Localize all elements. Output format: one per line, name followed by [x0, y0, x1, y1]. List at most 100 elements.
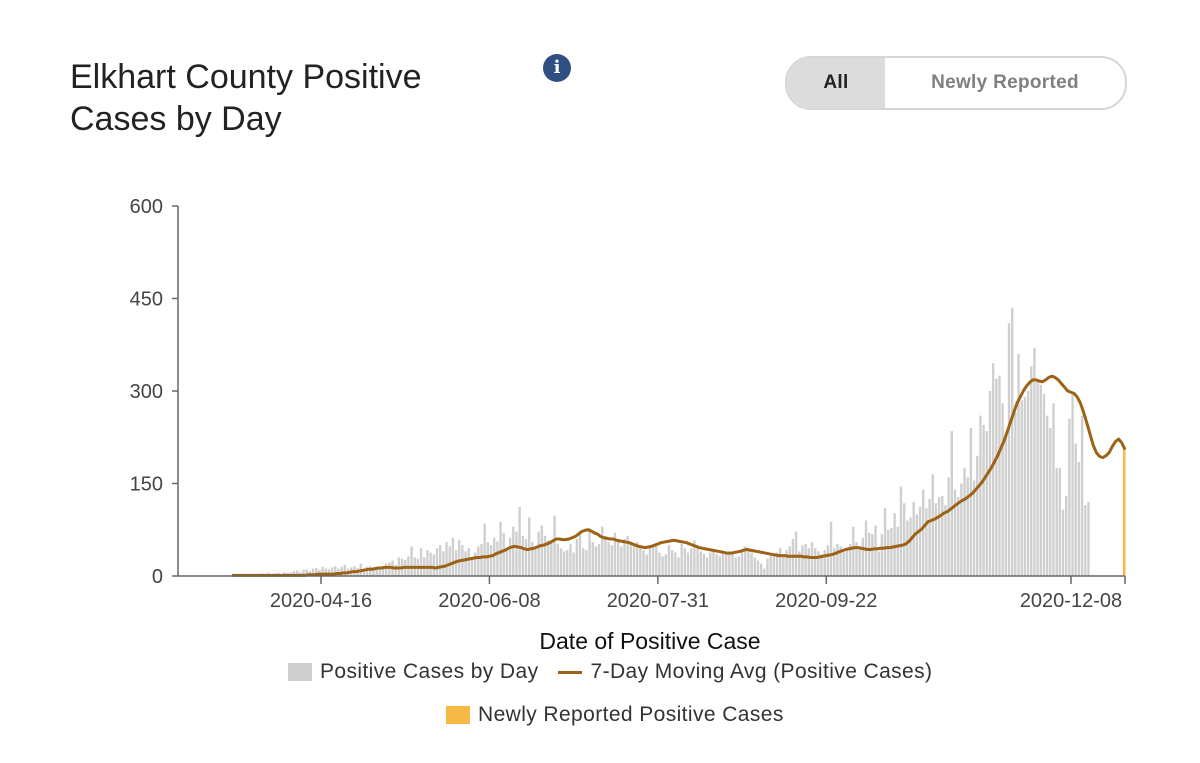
toggle-all-button[interactable]: All — [787, 58, 885, 108]
case-bar — [521, 535, 524, 576]
case-bar — [636, 542, 639, 576]
case-bar — [995, 378, 998, 576]
case-bar — [775, 552, 779, 576]
legend-label-newly: Newly Reported Positive Cases — [478, 703, 784, 726]
case-bar — [512, 526, 515, 576]
case-bar — [334, 566, 337, 576]
case-bar — [1068, 418, 1071, 576]
case-bar — [445, 542, 448, 576]
case-bar — [985, 431, 988, 576]
case-bar — [798, 551, 801, 576]
case-bar — [1039, 384, 1042, 576]
case-bar — [1052, 403, 1055, 576]
case-bar — [448, 546, 451, 576]
case-bar — [829, 521, 833, 576]
case-bar — [467, 548, 470, 576]
case-bar — [480, 543, 483, 576]
case-bar — [1065, 495, 1068, 576]
case-bar — [969, 428, 973, 576]
case-bar — [674, 552, 677, 576]
moving-average-line — [232, 374, 1127, 577]
chart-title: Elkhart County Positive Cases by Day — [70, 58, 422, 138]
case-bar — [699, 551, 702, 576]
case-bar — [848, 543, 852, 576]
case-bar — [820, 554, 823, 576]
case-bar — [648, 546, 652, 576]
case-bar — [801, 545, 804, 576]
case-bar — [499, 521, 502, 576]
case-bar — [785, 550, 788, 576]
case-bar — [566, 550, 569, 576]
case-bar — [435, 548, 439, 576]
case-bar — [473, 552, 477, 576]
case-bar — [759, 563, 763, 576]
legend-label-line: 7-Day Moving Avg (Positive Cases) — [590, 660, 933, 683]
case-bar — [550, 542, 553, 576]
case-bar — [871, 534, 874, 576]
case-bar — [531, 542, 534, 576]
case-bar — [779, 548, 782, 576]
case-bar — [410, 546, 413, 576]
case-bar — [547, 540, 550, 576]
case-bar — [772, 556, 776, 576]
legend-swatch-newly — [446, 706, 470, 724]
case-bar — [810, 542, 814, 576]
case-bar — [601, 526, 604, 576]
case-bar — [426, 550, 429, 576]
case-bar — [896, 526, 899, 576]
case-bar — [826, 545, 830, 576]
case-bar — [527, 517, 531, 576]
x-tick-label: 2020-12-08 — [1020, 590, 1122, 612]
case-bar — [1033, 347, 1036, 576]
case-bar — [442, 551, 445, 576]
case-bar — [661, 556, 664, 576]
case-bar — [766, 558, 769, 576]
case-bar — [419, 548, 423, 576]
x-tick-label: 2020-09-22 — [775, 590, 877, 612]
case-bar — [731, 554, 734, 576]
case-bar — [388, 562, 391, 576]
case-bar — [877, 551, 880, 576]
toggle-newly-reported-button[interactable]: Newly Reported — [931, 72, 1079, 93]
case-bar — [613, 532, 617, 576]
case-bar — [922, 489, 925, 576]
case-bar — [483, 523, 486, 576]
case-bar — [464, 551, 467, 576]
case-bar — [899, 486, 903, 576]
case-bar — [734, 557, 737, 576]
case-bar — [572, 552, 575, 576]
case-bar — [1077, 461, 1081, 576]
case-bar — [305, 569, 308, 576]
case-bar — [1049, 428, 1052, 576]
case-bar — [1084, 505, 1087, 576]
case-bar — [988, 391, 992, 576]
case-bar — [518, 506, 521, 576]
case-bar — [562, 551, 566, 576]
case-bar — [934, 503, 938, 576]
case-bar — [470, 557, 474, 576]
case-bar — [1087, 502, 1090, 576]
case-bar — [756, 560, 760, 576]
case-bar — [1010, 307, 1014, 576]
legend-swatch-bars — [288, 663, 312, 681]
case-bar — [451, 537, 455, 576]
case-bar — [553, 515, 556, 576]
case-bar — [874, 525, 877, 576]
case-bar — [489, 545, 493, 576]
legend-swatch-line — [558, 670, 583, 674]
info-icon[interactable]: i — [543, 54, 571, 82]
case-bar — [750, 552, 753, 576]
case-bar — [515, 531, 518, 576]
case-bar — [966, 477, 969, 576]
y-tick-label: 150 — [130, 474, 163, 496]
case-bar — [909, 517, 912, 576]
case-bar — [976, 455, 979, 576]
case-bar — [998, 375, 1001, 576]
case-bar — [1001, 403, 1004, 576]
newly-reported-bar — [1123, 449, 1126, 576]
case-bar — [330, 567, 334, 576]
case-bar — [324, 568, 327, 576]
case-bar — [508, 537, 512, 576]
case-bar — [315, 567, 318, 576]
case-bar — [915, 514, 919, 576]
